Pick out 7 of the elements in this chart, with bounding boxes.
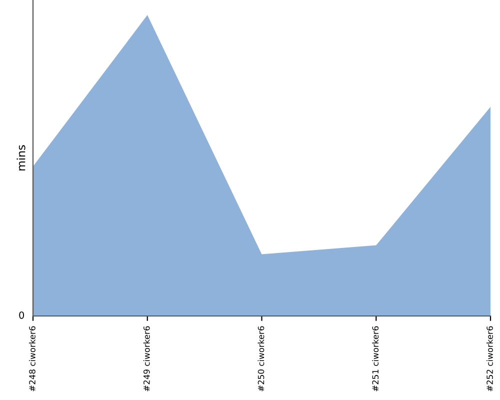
x-tick-label: #249 ciworker6: [143, 326, 150, 392]
text: 0: [19, 311, 24, 319]
x-tick-label: #248 ciworker6: [28, 326, 36, 392]
x-tick-label: #252 ciworker6: [486, 326, 493, 392]
x-tick-label: #251 ciworker6: [372, 326, 379, 392]
x-tick-label: #250 ciworker6: [258, 326, 264, 392]
y-axis-title: mins: [16, 145, 26, 170]
